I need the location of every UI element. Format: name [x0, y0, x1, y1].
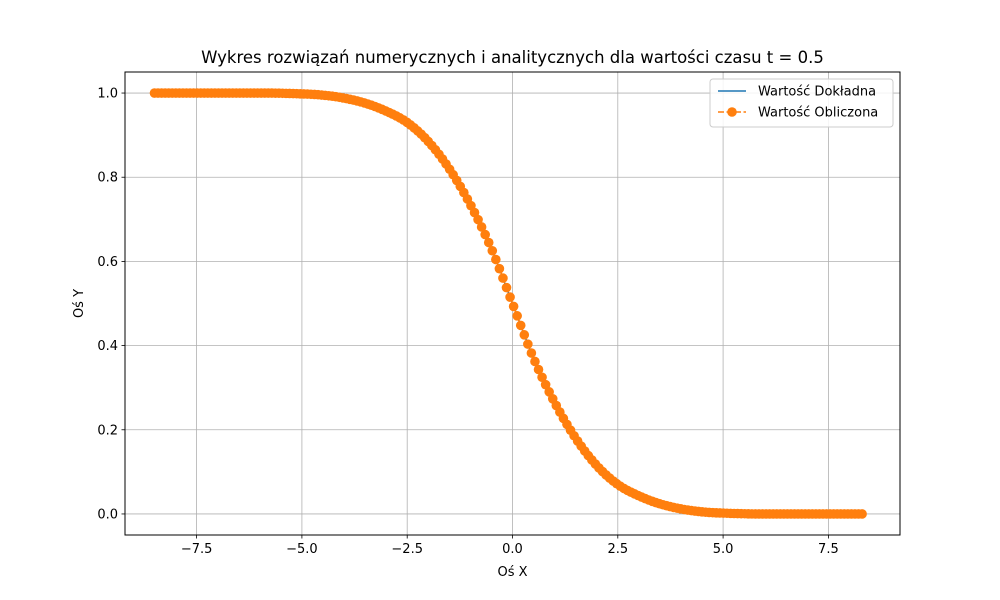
data-point: [494, 263, 505, 274]
data-point: [533, 364, 544, 375]
x-tick-label: 5.0: [713, 542, 734, 557]
legend-label-computed: Wartość Obliczona: [758, 106, 878, 121]
x-tick-label: 2.5: [607, 542, 628, 557]
data-point: [512, 311, 522, 321]
ticks: −7.5 −5.0 −2.5 0.0 2.5 5.0 7.5 0.0 0.2 0.4 0.6 0.8 1…: [97, 87, 838, 557]
y-tick-label: 0.4: [97, 339, 118, 354]
y-tick-label: 0.6: [97, 255, 118, 270]
x-tick-label: 7.5: [818, 542, 839, 557]
x-tick-label: −2.5: [391, 542, 423, 557]
data-point: [476, 222, 487, 232]
legend-label-exact: Wartość Dokładna: [758, 85, 876, 100]
plot-series: [149, 88, 867, 519]
data-point: [501, 282, 512, 293]
data-point: [505, 292, 515, 302]
x-tick-label: −7.5: [181, 542, 213, 557]
data-point: [491, 254, 501, 265]
data-point: [526, 348, 537, 358]
y-axis-label: Oś Y: [72, 289, 87, 318]
data-point: [515, 320, 526, 331]
data-point: [473, 214, 483, 225]
y-tick-label: 0.8: [97, 171, 118, 186]
data-point: [523, 339, 533, 349]
legend-box: [709, 78, 894, 128]
data-point: [487, 245, 498, 256]
y-tick-label: 0.2: [97, 423, 118, 438]
data-point: [519, 330, 530, 340]
data-point: [508, 301, 519, 312]
x-tick-label: 0.0: [502, 542, 523, 557]
data-point: [537, 372, 547, 383]
y-tick-label: 1.0: [97, 87, 118, 102]
data-point: [483, 237, 494, 248]
data-point: [480, 229, 490, 240]
grid: [125, 72, 900, 535]
legend-marker-computed: [727, 107, 737, 117]
data-point: [469, 207, 480, 218]
data-point: [498, 273, 508, 283]
legend: Wartość Dokładna Wartość Obliczona: [709, 78, 894, 128]
y-tick-label: 0.0: [97, 507, 118, 522]
data-point: [857, 509, 867, 519]
chart-title: Wykres rozwiązań numerycznych i analityc…: [201, 48, 824, 67]
x-axis-label: Oś X: [497, 565, 527, 580]
data-point: [530, 356, 540, 367]
series-markers-computed: [149, 88, 867, 519]
data-point: [540, 379, 551, 390]
x-tick-label: −5.0: [286, 542, 318, 557]
